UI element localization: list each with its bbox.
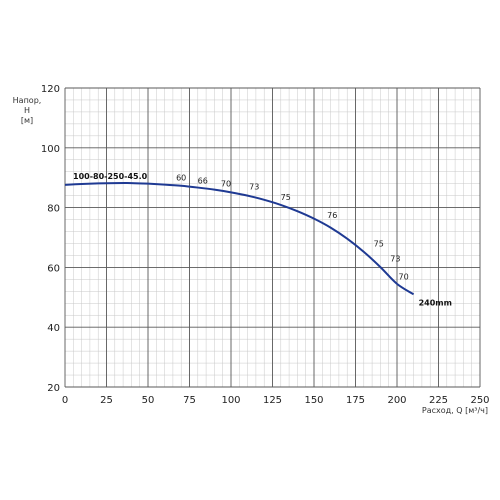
x-tick-label: 150 — [304, 395, 323, 406]
x-tick-label: 0 — [62, 395, 68, 406]
efficiency-label: 75 — [281, 193, 291, 202]
efficiency-label: 70 — [399, 272, 409, 281]
series-name-label: 100-80-250-45.0 — [73, 172, 148, 181]
efficiency-label: 75 — [374, 239, 384, 248]
x-axis-title: Расход, Q [м³/ч] — [422, 406, 488, 415]
x-tick-label: 125 — [263, 395, 282, 406]
efficiency-label: 70 — [221, 180, 231, 189]
x-tick-label: 225 — [429, 395, 448, 406]
y-axis-title: Напор,Н[м] — [13, 96, 42, 125]
efficiency-label: 73 — [390, 254, 400, 263]
y-axis-title-line: Напор, — [13, 96, 42, 105]
y-axis-title-line: [м] — [21, 116, 33, 125]
series-line — [64, 182, 415, 296]
x-tick-label: 200 — [387, 395, 406, 406]
efficiency-label: 76 — [327, 211, 337, 220]
y-axis-title-line: Н — [24, 106, 30, 115]
efficiency-label: 60 — [176, 174, 186, 183]
x-tick-label: 100 — [221, 395, 240, 406]
efficiency-label: 66 — [198, 177, 208, 186]
y-tick-label: 60 — [47, 263, 60, 274]
x-tick-label: 50 — [142, 395, 155, 406]
y-tick-label: 120 — [41, 84, 60, 95]
x-tick-labels: 0 25 50 75 100 125 150 175 200 225 250 — [62, 395, 490, 406]
major-grid — [64, 87, 481, 388]
y-tick-label: 100 — [41, 144, 60, 155]
y-tick-label: 20 — [47, 383, 60, 394]
series-layer: 100-80-250-45.0 240mm — [64, 172, 452, 307]
x-tick-label: 175 — [346, 395, 365, 406]
y-tick-label: 40 — [47, 323, 60, 334]
y-tick-label: 80 — [47, 204, 60, 215]
x-tick-label: 25 — [100, 395, 113, 406]
x-tick-label: 250 — [470, 395, 489, 406]
y-tick-labels: 20 40 60 80 100 120 — [41, 84, 60, 394]
impeller-diameter-label: 240mm — [419, 298, 452, 307]
efficiency-labels: 60 66 70 73 75 76 75 73 70 — [176, 174, 409, 282]
x-tick-label: 75 — [183, 395, 196, 406]
efficiency-label: 73 — [249, 183, 259, 192]
